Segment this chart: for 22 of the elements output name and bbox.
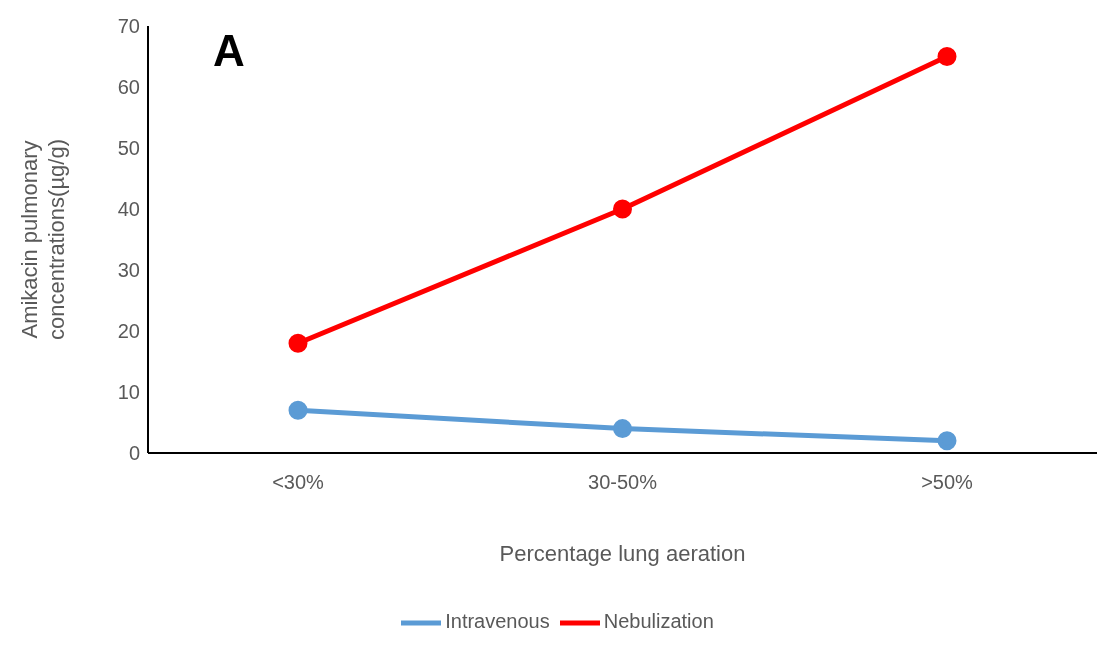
- y-tick-label: 0: [128, 442, 140, 465]
- x-tick-label: 30-50%: [588, 471, 658, 494]
- legend-label: Intravenous: [445, 610, 550, 633]
- y-tick-label: 40: [117, 198, 140, 221]
- y-tick-label: 20: [117, 320, 140, 343]
- legend-label: Nebulization: [603, 610, 714, 633]
- y-tick-label: 70: [117, 15, 140, 38]
- point: [937, 47, 957, 66]
- x-axis-title: Percentage lung aeration: [499, 541, 746, 566]
- y-tick-label: 50: [117, 137, 140, 160]
- y-axis-title: Amikacin pulmonary concentrations(µg/g): [17, 139, 69, 340]
- x-tick-label: <30%: [272, 471, 325, 494]
- x-tick-label: >50%: [921, 471, 974, 494]
- point: [937, 431, 957, 451]
- y-tick-label: 10: [117, 381, 140, 404]
- point: [613, 199, 632, 219]
- point: [288, 400, 308, 420]
- point: [613, 419, 632, 439]
- annotation: A: [213, 26, 245, 76]
- point: [288, 333, 308, 353]
- y-tick-label: 60: [117, 76, 140, 99]
- y-tick-label: 30: [117, 259, 140, 282]
